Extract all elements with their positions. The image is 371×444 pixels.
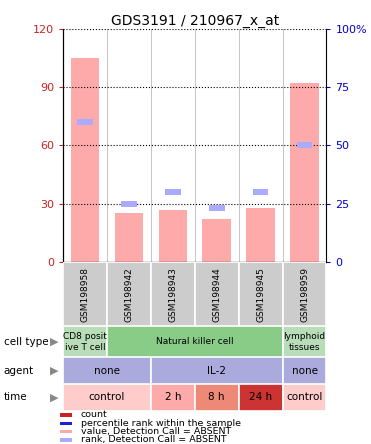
Text: agent: agent — [4, 366, 34, 376]
Text: value, Detection Call = ABSENT: value, Detection Call = ABSENT — [81, 427, 231, 436]
Bar — [60, 413, 72, 416]
Text: GSM198944: GSM198944 — [212, 267, 221, 321]
Bar — [151, 357, 283, 384]
Bar — [283, 326, 326, 357]
Text: 8 h: 8 h — [209, 392, 225, 402]
Bar — [209, 206, 224, 211]
Bar — [195, 384, 239, 411]
Bar — [151, 384, 195, 411]
Bar — [71, 58, 99, 262]
Bar — [63, 384, 151, 411]
Text: control: control — [286, 392, 323, 402]
Text: 2 h: 2 h — [165, 392, 181, 402]
Text: rank, Detection Call = ABSENT: rank, Detection Call = ABSENT — [81, 435, 226, 444]
Bar — [60, 421, 72, 425]
Bar — [107, 262, 151, 326]
Bar — [246, 208, 275, 262]
Bar — [60, 430, 72, 433]
Bar — [60, 438, 72, 441]
Text: ▶: ▶ — [50, 337, 58, 347]
Bar — [283, 262, 326, 326]
Bar — [253, 189, 269, 195]
Text: GSM198959: GSM198959 — [300, 267, 309, 321]
Text: control: control — [89, 392, 125, 402]
Text: GSM198943: GSM198943 — [168, 267, 177, 321]
Bar — [195, 262, 239, 326]
Text: GSM198958: GSM198958 — [81, 267, 89, 321]
Text: GSM198945: GSM198945 — [256, 267, 265, 321]
Bar — [203, 219, 231, 262]
Bar — [107, 326, 283, 357]
Bar — [239, 384, 283, 411]
Text: none: none — [292, 366, 318, 376]
Bar — [77, 119, 93, 125]
Text: none: none — [94, 366, 120, 376]
Text: count: count — [81, 410, 107, 420]
Text: Natural killer cell: Natural killer cell — [156, 337, 234, 346]
Text: percentile rank within the sample: percentile rank within the sample — [81, 419, 240, 428]
Bar — [290, 83, 319, 262]
Bar — [121, 201, 137, 206]
Text: IL-2: IL-2 — [207, 366, 226, 376]
Text: ▶: ▶ — [50, 392, 58, 402]
Bar — [151, 262, 195, 326]
Bar — [297, 143, 312, 148]
Title: GDS3191 / 210967_x_at: GDS3191 / 210967_x_at — [111, 14, 279, 28]
Bar — [283, 384, 326, 411]
Text: GSM198942: GSM198942 — [124, 267, 134, 321]
Bar — [63, 262, 107, 326]
Bar — [115, 214, 143, 262]
Bar — [63, 326, 107, 357]
Bar — [158, 210, 187, 262]
Bar — [239, 262, 283, 326]
Text: cell type: cell type — [4, 337, 48, 347]
Bar — [63, 357, 151, 384]
Text: CD8 posit
ive T cell: CD8 posit ive T cell — [63, 332, 107, 352]
Bar — [165, 189, 181, 195]
Text: 24 h: 24 h — [249, 392, 272, 402]
Text: ▶: ▶ — [50, 366, 58, 376]
Bar — [283, 357, 326, 384]
Text: time: time — [4, 392, 27, 402]
Text: lymphoid
tissues: lymphoid tissues — [283, 332, 326, 352]
